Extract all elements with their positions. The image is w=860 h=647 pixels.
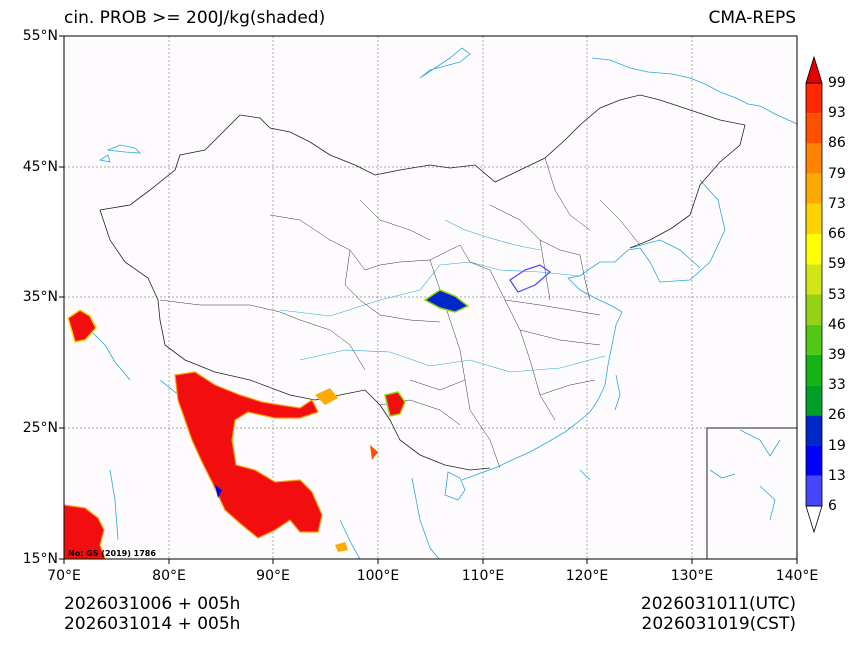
lat-tick-label: 45°N bbox=[22, 159, 58, 175]
colorbar-tick-label: 73 bbox=[828, 195, 846, 212]
chart-title: cin. PROB >= 200J/kg(shaded) bbox=[64, 8, 326, 28]
colorbar-tick-label: 86 bbox=[828, 135, 846, 152]
colorbar-min-arrow bbox=[805, 505, 823, 534]
colorbar-segment bbox=[806, 173, 822, 204]
colorbar-max-arrow bbox=[805, 55, 823, 84]
probability-shading bbox=[64, 264, 551, 559]
tick-marks bbox=[59, 35, 798, 564]
lon-tick-label: 140°E bbox=[775, 568, 819, 584]
colorbar-tick-label: 79 bbox=[828, 165, 846, 182]
lon-tick-label: 100°E bbox=[356, 568, 400, 584]
init-time-utc: 2026031006 + 005h bbox=[64, 594, 241, 614]
colorbar-segment bbox=[806, 415, 822, 446]
colorbar-segment bbox=[806, 83, 822, 114]
colorbar-tick-label: 33 bbox=[828, 377, 846, 394]
lon-tick-label: 70°E bbox=[47, 568, 81, 584]
colorbar-tick-label: 19 bbox=[828, 437, 846, 454]
colorbar-segment bbox=[806, 294, 822, 325]
colorbar bbox=[805, 55, 823, 534]
colorbar-segment bbox=[806, 264, 822, 295]
colorbar-segment bbox=[806, 234, 822, 265]
init-time-cst: 2026031014 + 005h bbox=[64, 614, 241, 634]
lat-tick-label: 35°N bbox=[22, 289, 58, 305]
colorbar-tick-label: 13 bbox=[828, 467, 846, 484]
shaded-region-west bbox=[67, 309, 97, 343]
lon-tick-label: 130°E bbox=[670, 568, 714, 584]
lon-tick-label: 110°E bbox=[461, 568, 505, 584]
lon-tick-label: 90°E bbox=[256, 568, 290, 584]
lon-tick-label: 120°E bbox=[565, 568, 609, 584]
colorbar-segment bbox=[806, 203, 822, 235]
valid-time-cst: 2026031019(CST) bbox=[641, 614, 796, 634]
coastlines bbox=[74, 47, 797, 559]
colorbar-segment bbox=[806, 324, 822, 355]
colorbar-tick-label: 39 bbox=[828, 346, 846, 363]
colorbar-segment bbox=[806, 143, 822, 174]
lon-tick-label: 80°E bbox=[152, 568, 186, 584]
colorbar-tick-label: 53 bbox=[828, 286, 846, 303]
south-china-sea-inset bbox=[706, 427, 797, 559]
lat-tick-label: 55°N bbox=[22, 28, 58, 44]
map-approval-number: No: GS (2019) 1786 bbox=[68, 549, 156, 558]
shaded-region-northeast bbox=[509, 264, 551, 293]
colorbar-tick-label: 6 bbox=[828, 498, 837, 514]
shaded-region-yunnan bbox=[384, 391, 406, 417]
shaded-region-southwest bbox=[64, 504, 106, 559]
lat-tick-label: 15°N bbox=[22, 551, 58, 567]
shaded-region-north bbox=[423, 289, 470, 313]
colorbar-tick-label: 66 bbox=[828, 226, 846, 243]
colorbar-tick-label: 59 bbox=[828, 256, 846, 273]
colorbar-segment bbox=[806, 354, 822, 386]
colorbar-segment bbox=[806, 113, 822, 144]
rivers bbox=[279, 219, 606, 373]
gridlines bbox=[64, 36, 797, 559]
colorbar-tick-label: 99 bbox=[828, 75, 846, 91]
colorbar-tick-label: 46 bbox=[828, 316, 846, 333]
model-name: CMA-REPS bbox=[708, 8, 796, 28]
colorbar-tick-label: 26 bbox=[828, 407, 846, 424]
valid-time-utc: 2026031011(UTC) bbox=[640, 594, 796, 614]
colorbar-segment bbox=[806, 445, 822, 476]
shaded-region-south-asia bbox=[174, 371, 323, 539]
lat-tick-label: 25°N bbox=[22, 420, 58, 436]
colorbar-segment bbox=[806, 475, 822, 506]
national-border bbox=[99, 94, 746, 471]
colorbar-tick-label: 93 bbox=[828, 105, 846, 122]
colorbar-segment bbox=[806, 385, 822, 416]
